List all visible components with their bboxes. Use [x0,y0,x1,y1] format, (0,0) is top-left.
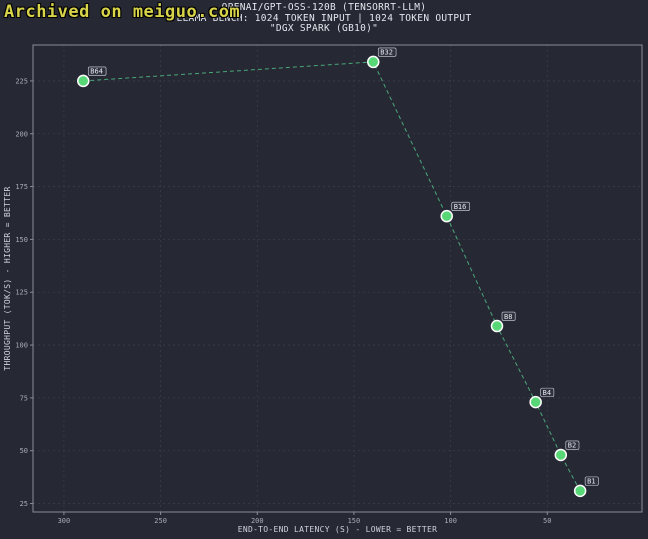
data-point-b1 [573,484,587,498]
x-tick-label: 50 [543,517,551,525]
point-label-box [87,66,107,76]
point-label-box [501,311,516,321]
y-axis-title: THROUGHPUT (TOK/S) - HIGHER = BETTER [3,186,12,370]
point-label-box [540,387,555,397]
point-label-b64: B64 [90,68,103,76]
x-axis-title: END-TO-END LATENCY (S) - LOWER = BETTER [238,525,438,534]
data-point-b32 [367,55,380,69]
point-label-box [584,476,599,486]
chart-title-line-3: "DGX SPARK (GB10)" [269,23,379,34]
point-label-b16: B16 [454,203,467,211]
y-axis-ticks: 25 50 75 100 125 150 175 200 225 [15,77,33,508]
y-tick-label: 225 [15,77,28,85]
x-tick-label: 100 [444,517,457,525]
chart-title-line-2: LLAMA BENCH: 1024 TOKEN INPUT | 1024 TOK… [176,12,472,24]
y-tick-label: 75 [20,394,28,402]
y-tick-label: 50 [20,447,28,455]
plot-frame [32,44,643,513]
grid-lines [33,45,642,512]
point-label-box [451,201,470,211]
point-label-b2: B2 [568,442,576,450]
point-label-b4: B4 [543,389,551,397]
point-label-box [565,440,580,450]
chart-title: OPENAI/GPT-OSS-120B (TENSORRT-LLM) LLAMA… [0,2,648,35]
x-tick-label: 150 [348,517,361,525]
y-tick-label: 200 [15,130,28,138]
series-connector [83,61,581,492]
data-point-b2 [554,448,568,462]
x-tick-label: 200 [251,517,264,525]
archive-watermark: Archived on meiguo.com [4,2,241,22]
x-tick-label: 300 [58,517,71,525]
data-point-b4 [529,395,542,409]
series-line [83,61,581,492]
point-label-b8: B8 [504,313,512,321]
point-label-b1: B1 [587,478,595,486]
data-point-b16 [440,209,453,223]
point-label-b32: B32 [380,49,393,57]
x-axis-ticks: 300 250 200 150 100 50 [58,512,551,525]
y-tick-label: 100 [15,342,28,350]
y-tick-label: 25 [20,500,28,508]
point-labels: B64 B32 B16 B8 B4 B2 B1 [87,47,599,486]
data-point-b64 [77,74,90,88]
chart-title-line-1: OPENAI/GPT-OSS-120B (TENSORRT-LLM) [221,2,427,13]
y-tick-label: 125 [15,289,28,297]
x-tick-label: 250 [154,517,167,525]
y-tick-label: 175 [15,183,28,191]
data-points [77,55,587,498]
point-label-box [377,47,397,57]
y-tick-label: 150 [15,236,28,244]
data-point-b8 [490,319,504,333]
